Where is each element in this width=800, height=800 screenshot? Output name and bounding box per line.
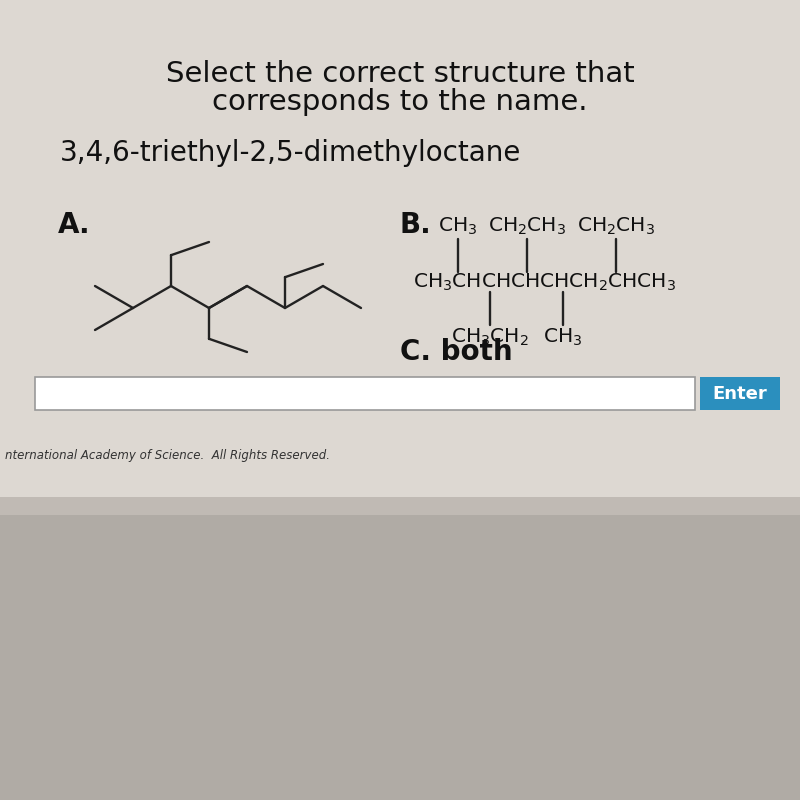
Text: nternational Academy of Science.  All Rights Reserved.: nternational Academy of Science. All Rig… (5, 449, 330, 462)
Text: $\mathregular{CH_3CH_2}$: $\mathregular{CH_3CH_2}$ (451, 327, 529, 348)
Text: A.: A. (58, 211, 90, 239)
Bar (0, 500, 800, 800)
Text: $\mathregular{CH_2CH_3}$: $\mathregular{CH_2CH_3}$ (488, 216, 566, 237)
Text: $\mathregular{CH_3}$: $\mathregular{CH_3}$ (438, 216, 478, 237)
Text: C. both: C. both (400, 338, 513, 366)
Text: B.: B. (400, 211, 432, 239)
Text: Select the correct structure that: Select the correct structure that (166, 60, 634, 88)
Text: $\mathregular{CH_2CH_3}$: $\mathregular{CH_2CH_3}$ (577, 216, 655, 237)
Bar (35, 377, 695, 410)
Text: 3,4,6-triethyl-2,5-dimethyloctane: 3,4,6-triethyl-2,5-dimethyloctane (60, 139, 522, 167)
Text: corresponds to the name.: corresponds to the name. (212, 88, 588, 116)
Text: Enter: Enter (713, 385, 767, 403)
Text: $\mathregular{CH_3CHCHCHCHCH_2CHCH_3}$: $\mathregular{CH_3CHCHCHCHCH_2CHCH_3}$ (413, 271, 676, 293)
Bar (700, 377, 780, 410)
Bar (0, 497, 800, 515)
Text: $\mathregular{CH_3}$: $\mathregular{CH_3}$ (543, 327, 582, 348)
